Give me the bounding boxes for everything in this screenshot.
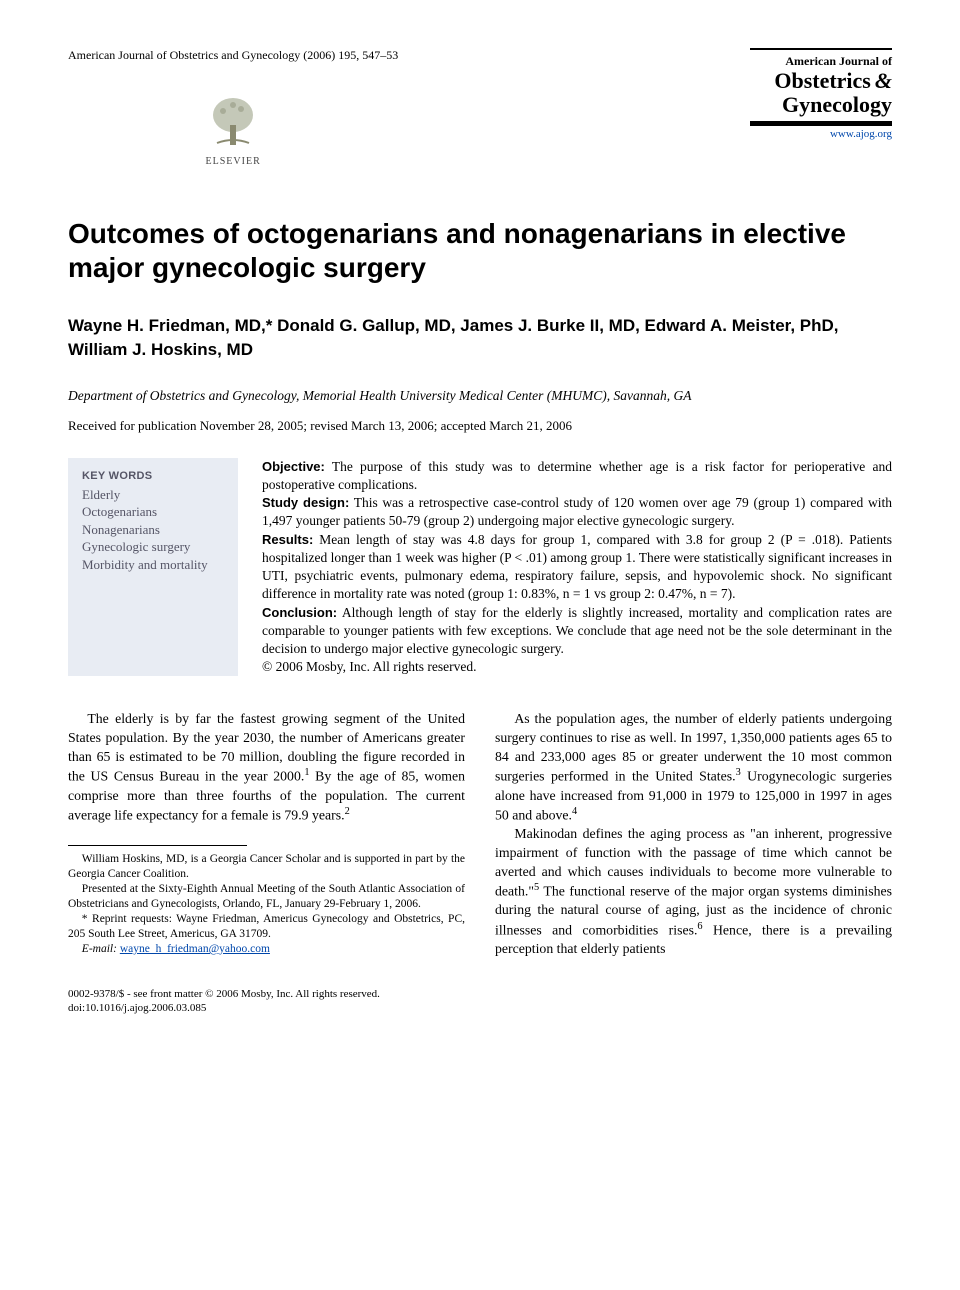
abstract-region: KEY WORDS Elderly Octogenarians Nonagena… — [68, 458, 892, 677]
abstract-conclusion: Although length of stay for the elderly … — [262, 605, 892, 656]
elsevier-logo: ELSEVIER — [68, 95, 398, 167]
footnote-item: William Hoskins, MD, is a Georgia Cancer… — [68, 852, 465, 882]
column-left: The elderly is by far the fastest growin… — [68, 710, 465, 959]
keywords-box: KEY WORDS Elderly Octogenarians Nonagena… — [68, 458, 238, 677]
journal-url[interactable]: www.ajog.org — [750, 128, 892, 140]
abstract-body: Objective: The purpose of this study was… — [262, 458, 892, 677]
footnote-item: Presented at the Sixty-Eighth Annual Mee… — [68, 882, 465, 912]
footer: 0002-9378/$ - see front matter © 2006 Mo… — [68, 987, 892, 1016]
footnote-email: E-mail: wayne_h_friedman@yahoo.com — [68, 942, 465, 957]
header: American Journal of Obstetrics and Gynec… — [68, 48, 892, 167]
abstract-design-label: Study design: — [262, 495, 349, 510]
body-paragraph: Makinodan defines the aging process as "… — [495, 825, 892, 959]
keyword-item: Elderly — [82, 486, 224, 504]
journal-reference: American Journal of Obstetrics and Gynec… — [68, 48, 398, 63]
email-link[interactable]: wayne_h_friedman@yahoo.com — [120, 943, 270, 955]
abstract-objective: The purpose of this study was to determi… — [262, 459, 892, 492]
abstract-conclusion-label: Conclusion: — [262, 605, 337, 620]
footnotes: William Hoskins, MD, is a Georgia Cancer… — [68, 852, 465, 957]
body-text: The elderly is by far the fastest growin… — [68, 710, 892, 959]
journal-name-line1: American Journal of — [750, 54, 892, 69]
column-right: As the population ages, the number of el… — [495, 710, 892, 959]
abstract-objective-label: Objective: — [262, 459, 325, 474]
header-left: American Journal of Obstetrics and Gynec… — [68, 48, 398, 167]
body-paragraph: As the population ages, the number of el… — [495, 710, 892, 825]
abstract-results: Mean length of stay was 4.8 days for gro… — [262, 532, 892, 602]
journal-name-line2: Obstetrics & Gynecology — [750, 69, 892, 126]
affiliation: Department of Obstetrics and Gynecology,… — [68, 388, 892, 404]
authors: Wayne H. Friedman, MD,* Donald G. Gallup… — [68, 314, 892, 362]
keyword-item: Nonagenarians — [82, 521, 224, 539]
body-paragraph: The elderly is by far the fastest growin… — [68, 710, 465, 825]
article-title: Outcomes of octogenarians and nonagenari… — [68, 217, 892, 284]
keyword-item: Octogenarians — [82, 503, 224, 521]
keyword-item: Morbidity and mortality — [82, 556, 224, 574]
abstract-copyright: © 2006 Mosby, Inc. All rights reserved. — [262, 659, 476, 674]
abstract-design: This was a retrospective case-control st… — [262, 495, 892, 528]
footer-doi: doi:10.1016/j.ajog.2006.03.085 — [68, 1001, 892, 1015]
footer-copyright: 0002-9378/$ - see front matter © 2006 Mo… — [68, 987, 892, 1001]
abstract-results-label: Results: — [262, 532, 313, 547]
footnote-separator — [68, 845, 247, 846]
keyword-item: Gynecologic surgery — [82, 538, 224, 556]
elsevier-tree-icon — [205, 95, 261, 153]
citation-ref[interactable]: 4 — [572, 806, 577, 817]
keywords-heading: KEY WORDS — [82, 470, 224, 482]
elsevier-label: ELSEVIER — [206, 156, 261, 167]
footnote-item: * Reprint requests: Wayne Friedman, Amer… — [68, 912, 465, 942]
publication-dates: Received for publication November 28, 20… — [68, 418, 892, 434]
journal-logo: American Journal of Obstetrics & Gynecol… — [750, 48, 892, 140]
citation-ref[interactable]: 2 — [345, 806, 350, 817]
